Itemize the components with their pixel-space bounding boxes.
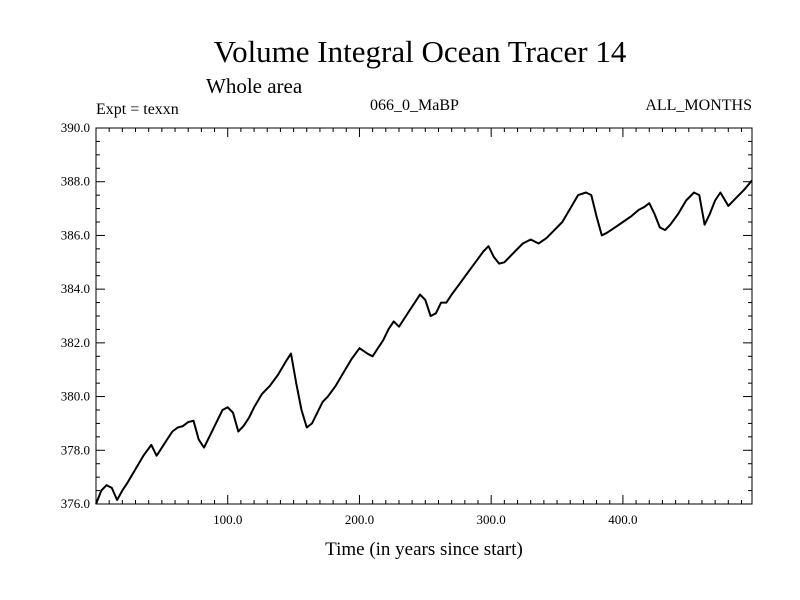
experiment-label: Expt = texxn <box>96 101 179 118</box>
plot-frame <box>95 127 753 505</box>
y-tick-label: 386.0 <box>61 227 90 242</box>
y-tick-label: 384.0 <box>61 281 90 296</box>
x-tick-label: 200.0 <box>345 512 374 527</box>
chart-title: Volume Integral Ocean Tracer 14 <box>213 34 627 69</box>
y-tick-label: 382.0 <box>61 335 90 350</box>
months-label: ALL_MONTHS <box>645 97 752 114</box>
x-tick-label: 300.0 <box>477 512 506 527</box>
y-tick-label: 388.0 <box>61 174 90 189</box>
y-tick-label: 376.0 <box>61 496 90 511</box>
run-label: 066_0_MaBP <box>370 97 459 114</box>
x-axis-label: Time (in years since start) <box>325 539 523 560</box>
tick-labels-layer: 100.0 200.0 300.0 400.0 376.0 378.0 380.0 382.0… <box>61 120 638 527</box>
x-tick-label: 400.0 <box>608 512 637 527</box>
chart-subtitle: Whole area <box>206 74 303 98</box>
y-tick-label: 390.0 <box>61 120 90 135</box>
ticks-layer <box>96 128 752 504</box>
y-tick-label: 378.0 <box>61 442 90 457</box>
series-line <box>95 179 753 505</box>
y-tick-label: 380.0 <box>61 389 90 404</box>
x-tick-label: 100.0 <box>213 512 242 527</box>
